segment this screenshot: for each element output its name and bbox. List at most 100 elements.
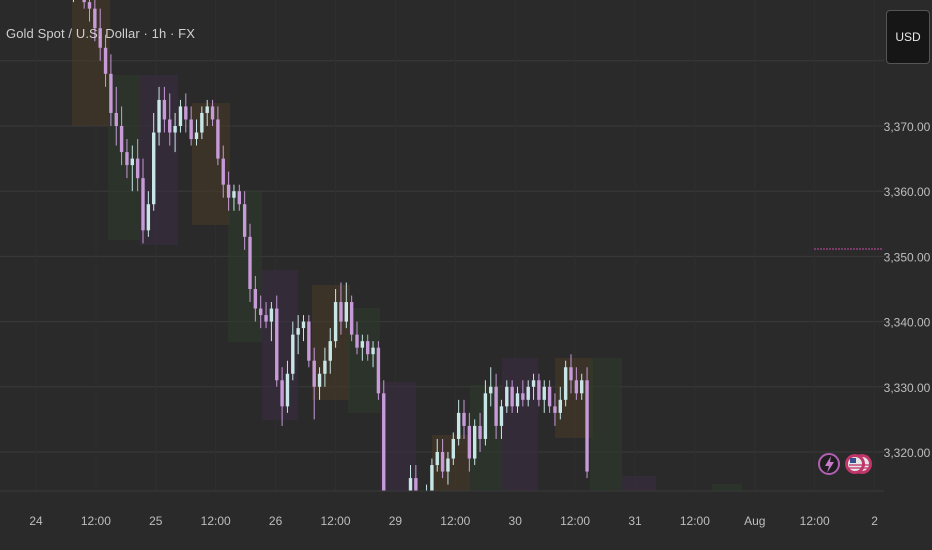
candle-body	[553, 406, 557, 413]
symbol-title: Gold Spot / U.S. Dollar · 1h · FX	[6, 26, 195, 41]
candle-body	[285, 373, 290, 407]
candle-body	[189, 119, 193, 140]
time-tick-label: 31	[628, 514, 642, 528]
candle-body	[408, 478, 413, 491]
currency-button[interactable]: USD	[886, 10, 930, 64]
candle-body	[574, 380, 579, 394]
time-tick-label: 29	[389, 514, 403, 528]
session-zone	[72, 0, 110, 126]
candle-body	[462, 412, 466, 426]
candle-body	[451, 438, 455, 459]
candle-body	[221, 158, 225, 185]
candle-body	[291, 334, 295, 374]
candle-body	[93, 8, 97, 29]
candle-body	[505, 386, 509, 407]
session-zone	[590, 358, 622, 491]
session-zone	[622, 476, 656, 491]
candle-body	[339, 302, 343, 322]
candle-body	[259, 308, 263, 316]
time-tick-label: 12:00	[81, 514, 111, 528]
session-zones	[72, 0, 742, 492]
candle-body	[414, 478, 418, 491]
candle-body	[563, 367, 568, 400]
us-flag-event-icon[interactable]	[845, 454, 865, 474]
candle-body	[157, 99, 161, 133]
candle-body	[125, 152, 129, 166]
time-tick-label: 12:00	[440, 514, 470, 528]
candle-body	[440, 452, 445, 472]
candle-body	[98, 28, 102, 48]
candle-body	[87, 2, 92, 9]
candle-body	[269, 308, 274, 322]
candle-body	[376, 347, 381, 394]
candle-body	[216, 119, 220, 159]
candle-body	[82, 0, 86, 3]
candle-body	[178, 106, 183, 126]
price-tick-label: 3,320.00	[884, 446, 931, 460]
event-markers[interactable]	[818, 453, 872, 475]
candle-body	[333, 302, 338, 342]
candle-body	[473, 425, 477, 459]
candle-body	[248, 236, 252, 289]
candle-body	[349, 302, 354, 335]
candle-series	[72, 0, 589, 491]
candle-body	[569, 367, 573, 381]
candle-body	[312, 360, 316, 387]
price-tick-label: 3,370.00	[884, 120, 931, 134]
candle-body	[510, 386, 514, 407]
candle-body	[194, 132, 199, 140]
candle-body	[152, 132, 156, 205]
candle-body	[242, 204, 247, 237]
candle-body	[109, 73, 113, 113]
candle-body	[531, 380, 536, 387]
candle-body	[275, 308, 279, 381]
candle-body	[210, 106, 215, 120]
candle-body	[173, 126, 177, 133]
candle-body	[435, 452, 439, 466]
candle-body	[478, 425, 482, 439]
candle-body	[547, 386, 552, 407]
time-tick-label: 12:00	[680, 514, 710, 528]
candle-body	[344, 302, 348, 322]
lightning-event-icon[interactable]	[818, 453, 840, 475]
candle-body	[146, 204, 151, 231]
time-tick-label: 25	[149, 514, 163, 528]
candle-body	[483, 393, 488, 439]
candle-body	[253, 289, 258, 309]
candle-body	[558, 399, 562, 413]
time-tick-label: 12:00	[800, 514, 830, 528]
price-tick-label: 3,330.00	[884, 381, 931, 395]
candle-body	[456, 412, 461, 439]
session-zone	[712, 484, 742, 491]
candle-body	[360, 341, 365, 348]
price-tick-label: 3,350.00	[884, 250, 931, 264]
candle-body	[119, 126, 124, 153]
candle-body	[184, 106, 188, 120]
time-tick-label: 12:00	[560, 514, 590, 528]
candle-body	[205, 106, 209, 113]
price-tick-label: 3,340.00	[884, 316, 931, 330]
candle-body	[317, 373, 322, 387]
session-zone	[502, 358, 538, 491]
candle-body	[323, 360, 327, 374]
candle-body	[467, 425, 472, 459]
candle-body	[542, 386, 546, 400]
candle-body	[114, 112, 118, 126]
time-tick-label: 2	[871, 514, 878, 528]
candle-body	[489, 386, 493, 394]
candle-body	[499, 406, 504, 426]
price-tick-label: 3,360.00	[884, 185, 931, 199]
candle-body	[526, 386, 530, 400]
time-tick-label: Aug	[744, 514, 765, 528]
candle-body	[264, 315, 268, 322]
time-tick-label: 26	[269, 514, 283, 528]
time-tick-label: 30	[509, 514, 523, 528]
candle-body	[382, 393, 386, 491]
candle-body	[371, 347, 375, 355]
candle-body	[168, 119, 172, 133]
candle-body	[301, 321, 306, 329]
candle-body	[280, 380, 284, 407]
candle-body	[237, 191, 241, 205]
candle-body	[200, 112, 204, 133]
